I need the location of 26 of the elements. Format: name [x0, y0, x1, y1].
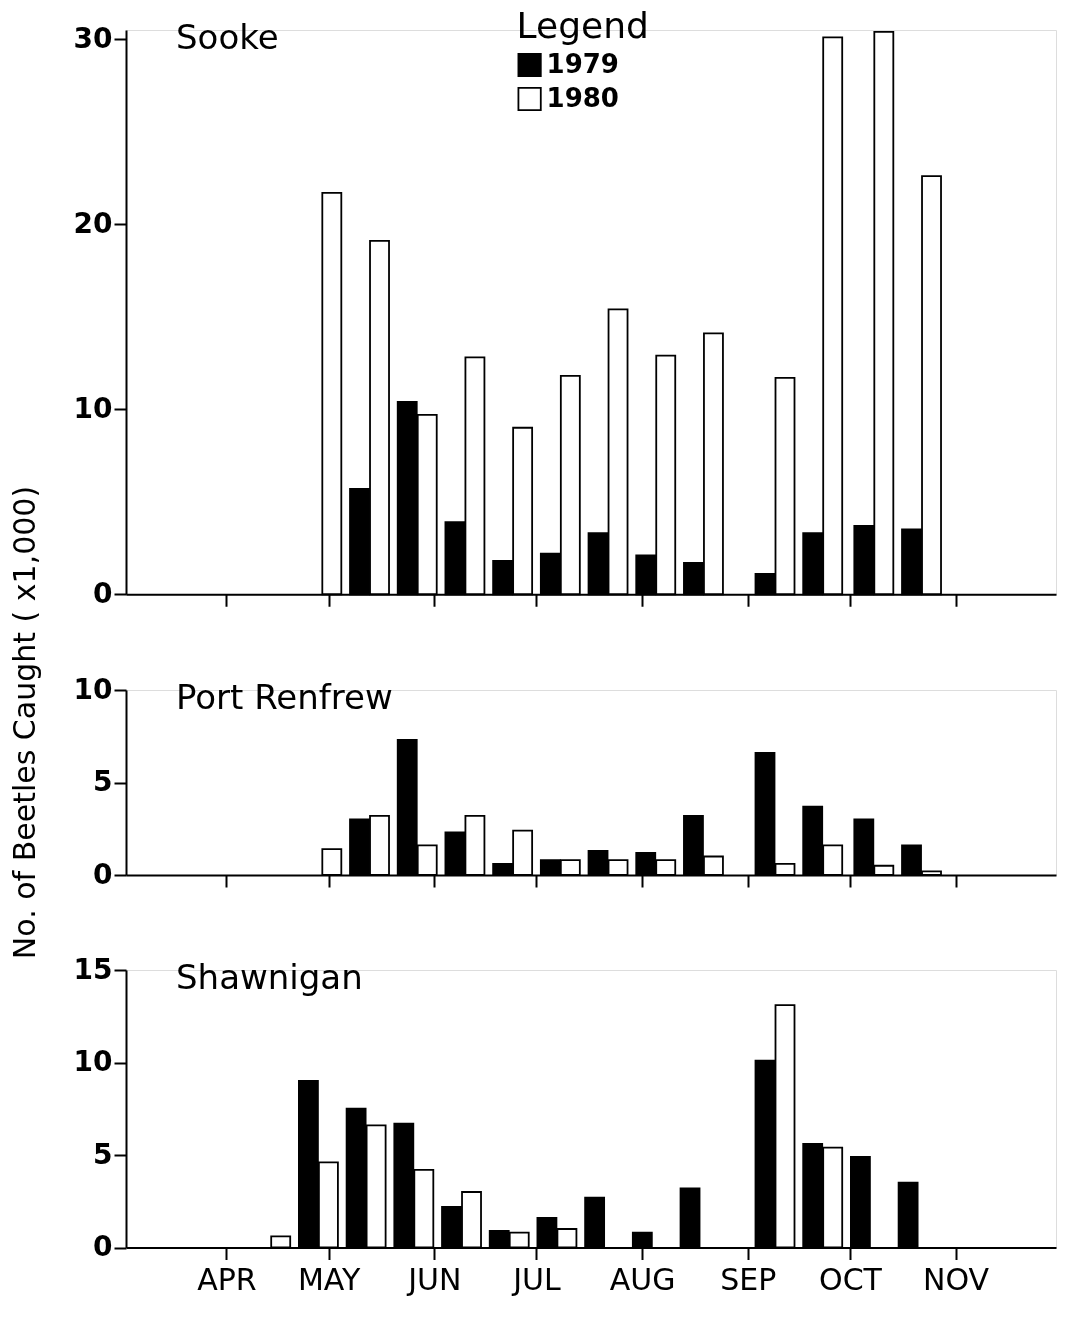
chart-title: Sooke: [176, 17, 279, 57]
y-tick-label: 5: [93, 1137, 113, 1171]
x-tick-label: SEP: [720, 1262, 777, 1297]
legend-label: 1979: [546, 49, 619, 79]
x-tick-label: JUL: [511, 1262, 562, 1297]
y-axis-title: No. of Beetles Caught ( x1,000): [7, 485, 42, 960]
x-tick-label: AUG: [609, 1262, 676, 1297]
legend-title: Legend: [516, 5, 649, 46]
y-tick-label: 10: [73, 1045, 113, 1078]
y-tick-label: 5: [93, 765, 113, 798]
chart-title: Shawnigan: [176, 957, 363, 997]
x-tick-label: NOV: [923, 1262, 990, 1297]
y-tick-label: 30: [73, 21, 113, 55]
chart-title: Port Renfrew: [176, 677, 393, 717]
y-tick-label: 0: [93, 576, 113, 610]
y-tick-label: 15: [73, 952, 113, 986]
x-tick-label: OCT: [819, 1262, 883, 1297]
y-tick-label: 0: [93, 1230, 113, 1263]
y-tick-label: 10: [73, 391, 113, 425]
y-tick-label: 0: [93, 857, 113, 891]
x-tick-label: MAY: [297, 1262, 361, 1297]
legend-label: 1980: [546, 83, 619, 113]
y-tick-label: 20: [73, 206, 113, 240]
y-tick-label: 10: [73, 672, 113, 706]
x-tick-label: JUN: [406, 1262, 462, 1297]
x-tick-label: APR: [197, 1262, 257, 1297]
